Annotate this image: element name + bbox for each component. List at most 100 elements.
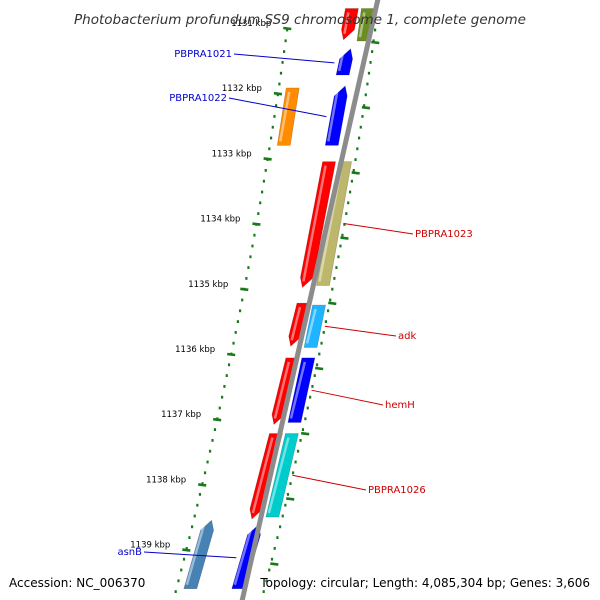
tick-label: 1133 kbp xyxy=(212,149,252,159)
right-track-dot xyxy=(337,255,340,259)
gene-PBPRA1026-red-highlight xyxy=(251,437,274,514)
left-track-dot xyxy=(253,233,256,237)
left-track-dot xyxy=(190,525,194,529)
left-track-dot xyxy=(221,395,224,399)
gene-PBPRA1023-red xyxy=(300,161,336,289)
right-track-dot xyxy=(268,568,271,572)
left-track-dot xyxy=(180,568,183,572)
label-leader-line xyxy=(311,389,384,406)
gene-asnB-highlight xyxy=(233,530,252,586)
right-track-dot xyxy=(278,525,282,529)
gene-asnB-steel xyxy=(183,519,214,590)
left-track-dot xyxy=(257,212,260,215)
gene-top-red xyxy=(341,8,359,41)
left-track-dot xyxy=(238,309,242,313)
left-track-dot xyxy=(275,104,278,107)
left-track-dot xyxy=(271,125,274,129)
right-track-dot xyxy=(364,93,367,97)
left-track-dot xyxy=(264,169,267,172)
right-track-dot xyxy=(350,179,354,183)
tick-label: 1136 kbp xyxy=(175,345,215,355)
right-track-dot xyxy=(359,125,362,129)
right-track-dot xyxy=(363,104,366,107)
right-track-dot xyxy=(270,557,274,561)
left-track-dot xyxy=(286,28,289,32)
tick-mark xyxy=(263,157,272,161)
right-track-dot xyxy=(335,266,338,269)
right-track-dot xyxy=(309,395,312,399)
gene-top-olive-highlight xyxy=(358,12,366,38)
right-track-dot xyxy=(286,493,290,496)
right-track-dot xyxy=(356,147,359,151)
right-track-dot xyxy=(361,115,364,118)
gene-label-adk: adk xyxy=(398,331,416,342)
gene-adk xyxy=(303,304,326,348)
tick-label: 1134 kbp xyxy=(200,215,240,225)
left-track-dot xyxy=(241,298,244,302)
dotted-tracks xyxy=(174,28,377,593)
left-track-dot xyxy=(273,115,276,118)
tick-mark xyxy=(286,497,295,501)
gene-adk-red-highlight xyxy=(290,306,302,341)
right-track-dot xyxy=(311,385,314,388)
tick-marks: 1131 kbp 1132 kbp 1133 kbp 1134 kbp 1135 kbp… xyxy=(130,19,380,566)
left-track-dot xyxy=(227,363,231,367)
gene-hemH-highlight xyxy=(289,361,307,419)
tick-mark xyxy=(371,40,380,45)
tick-label: 1132 kbp xyxy=(222,84,262,94)
gene-label-PBPRA1022: PBPRA1022 xyxy=(169,93,227,104)
left-track-dot xyxy=(249,255,252,259)
right-track-dot xyxy=(341,233,344,237)
right-track-dot xyxy=(313,374,316,377)
right-track-dot xyxy=(306,406,309,410)
label-leader-line xyxy=(228,97,327,118)
accession-text: Accession: NC_006370 xyxy=(9,576,145,590)
right-track-dot xyxy=(345,212,348,215)
gene-adk-highlight xyxy=(305,308,317,344)
left-track-dot xyxy=(268,147,271,151)
right-track-dot xyxy=(324,320,328,323)
genome-summary-text: Topology: circular; Length: 4,085,304 bp… xyxy=(259,576,590,590)
gene-PBPRA1021 xyxy=(335,48,353,76)
right-track-dot xyxy=(372,39,375,43)
left-track-dot xyxy=(185,547,188,550)
label-leader-line xyxy=(233,53,335,64)
left-track-dot xyxy=(269,136,273,140)
left-track-dot xyxy=(218,406,221,410)
right-track-dot xyxy=(343,223,346,226)
tick-mark xyxy=(301,431,310,436)
gene-labels: PBPRA1021 PBPRA1022 PBPRA1023 adk hemH PBPRA1… xyxy=(117,49,473,559)
label-leader-line xyxy=(324,325,397,337)
right-track-dot xyxy=(265,579,268,583)
left-track-dot xyxy=(251,244,254,248)
tick-mark xyxy=(252,222,261,226)
tick-label: 1135 kbp xyxy=(188,280,228,290)
gene-label-PBPRA1021: PBPRA1021 xyxy=(174,49,232,60)
right-track-dot xyxy=(333,277,336,280)
left-track-dot xyxy=(234,331,237,334)
left-track-dot xyxy=(278,82,281,86)
tick-mark xyxy=(315,366,324,371)
right-track-dot xyxy=(301,428,305,431)
right-track-dot xyxy=(291,471,295,475)
left-track-dot xyxy=(225,374,228,377)
left-track-dot xyxy=(282,50,286,53)
tick-label: 1131 kbp xyxy=(231,19,271,29)
right-track-dot xyxy=(347,201,350,205)
gene-orange-highlight xyxy=(279,91,291,142)
gene-PBPRA1023-red-highlight xyxy=(302,165,327,282)
right-track-dot xyxy=(367,71,371,75)
tick-mark xyxy=(361,105,371,110)
right-track-dot xyxy=(318,352,321,356)
tick-mark xyxy=(198,483,207,487)
label-leader-line xyxy=(344,223,414,235)
gene-PBPRA1021-highlight xyxy=(337,54,344,72)
tick-mark xyxy=(270,562,279,566)
left-track-dot xyxy=(203,471,207,475)
label-leader-line xyxy=(143,551,237,559)
left-track-dot xyxy=(188,536,191,539)
left-track-dot xyxy=(198,493,202,496)
gene-orange xyxy=(276,87,300,146)
map-title: Photobacterium profundum SS9 chromosome … xyxy=(74,12,526,28)
